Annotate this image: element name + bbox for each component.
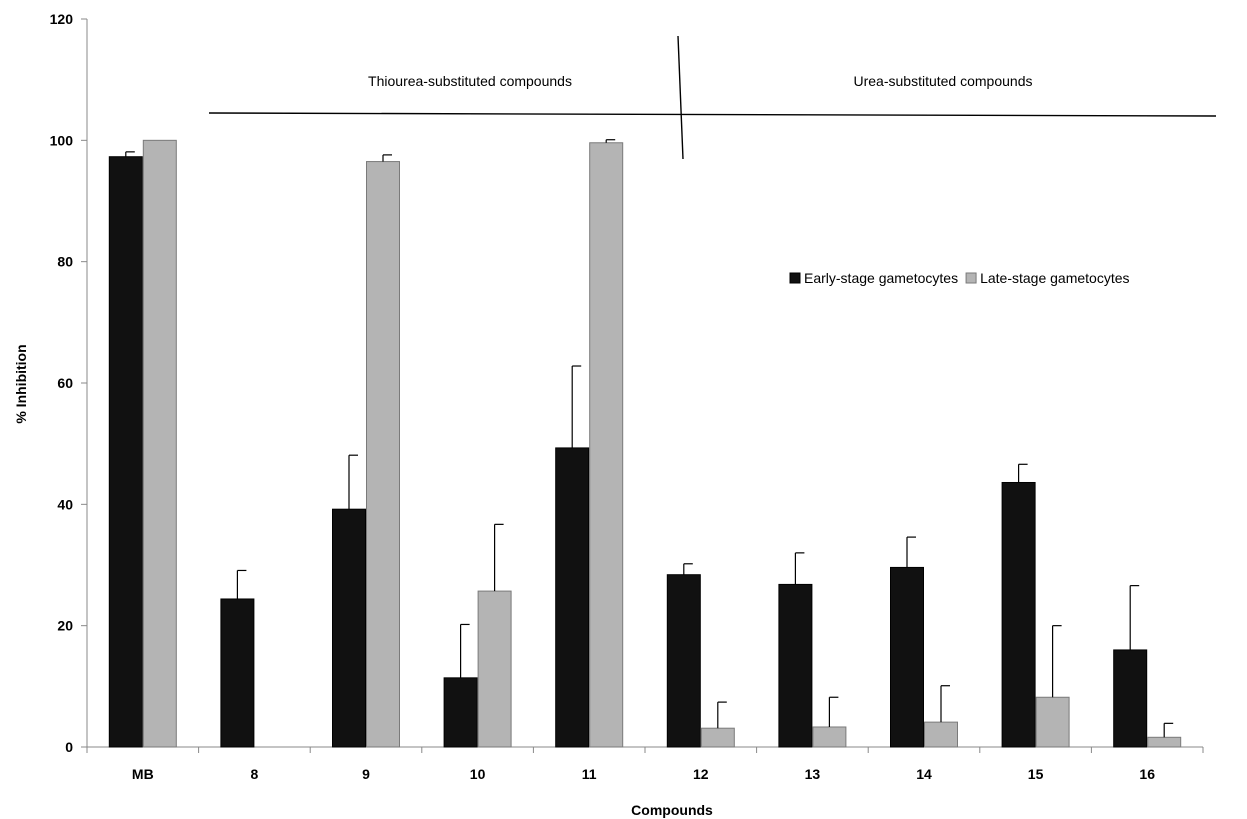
- bar-series-1: [443, 677, 478, 748]
- x-axis-title: Compounds: [631, 802, 713, 818]
- bar-series-1: [778, 583, 813, 748]
- x-tick-label: 11: [582, 766, 597, 782]
- y-tick-label: 120: [50, 11, 74, 27]
- bar-series-1: [332, 508, 366, 748]
- x-tick-label: 9: [362, 766, 370, 782]
- bar-series-2: [924, 721, 958, 748]
- legend-swatch-1: [789, 272, 801, 284]
- y-tick-label: 100: [50, 132, 74, 148]
- y-axis-title: % Inhibition: [13, 344, 29, 423]
- legend-label-1: Early-stage gametocytes: [804, 270, 958, 286]
- bar-series-1: [108, 156, 143, 748]
- bar-series-1: [555, 447, 590, 748]
- x-tick-label: 12: [693, 766, 709, 782]
- bar-series-1: [1001, 481, 1036, 748]
- y-tick-label: 60: [57, 375, 73, 391]
- bar-series-2: [142, 139, 177, 748]
- y-tick-label: 80: [57, 254, 73, 270]
- legend-label-2: Late-stage gametocytes: [980, 270, 1129, 286]
- x-tick-label: MB: [132, 766, 154, 782]
- x-tick-label: 14: [916, 766, 932, 782]
- x-tick-label: 13: [805, 766, 821, 782]
- x-tick-label: 15: [1028, 766, 1044, 782]
- group-divider-vertical: [677, 35, 684, 160]
- y-tick-label: 20: [57, 618, 73, 634]
- bar-series-1: [890, 566, 924, 748]
- bar-series-1: [666, 574, 701, 748]
- bar-series-2: [1035, 696, 1070, 748]
- bar-series-2: [812, 726, 847, 748]
- group-divider-horizontal: [208, 112, 1217, 117]
- y-tick-label: 0: [65, 739, 73, 755]
- x-tick-label: 10: [470, 766, 486, 782]
- bar-series-2: [700, 727, 735, 748]
- x-tick-label: 16: [1139, 766, 1155, 782]
- bar-series-2: [477, 590, 512, 748]
- group-annotations: [208, 35, 1217, 160]
- bar-series-2: [366, 161, 400, 748]
- bar-series-1: [1113, 649, 1148, 748]
- bar-series-2: [589, 142, 624, 748]
- y-tick-label: 40: [57, 496, 73, 512]
- axes: 0 20 40 60 80 100 120 MB 8 9 10 11 12 13 14 15 16: [50, 11, 1204, 782]
- legend: Early-stage gametocytes Late-stage gameto…: [789, 270, 1130, 286]
- bar-series-1: [220, 598, 255, 748]
- bar-series-2: [1147, 736, 1182, 748]
- x-tick-label: 8: [251, 766, 259, 782]
- legend-swatch-2: [965, 272, 977, 284]
- urea-group-label: Urea-substituted compounds: [854, 73, 1033, 89]
- thiourea-group-label: Thiourea-substituted compounds: [368, 73, 572, 89]
- bars: [108, 139, 1182, 748]
